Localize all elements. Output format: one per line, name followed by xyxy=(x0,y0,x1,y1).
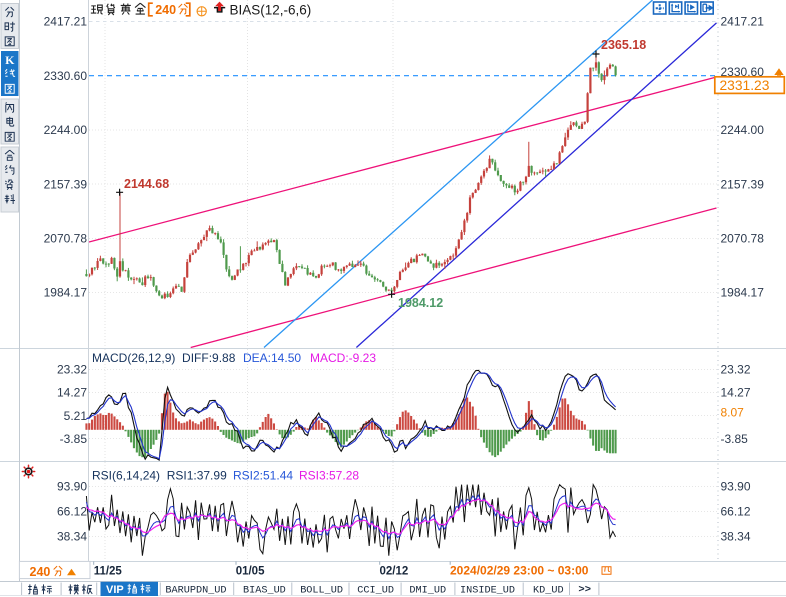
svg-text:-3.85: -3.85 xyxy=(60,432,88,446)
svg-text:K: K xyxy=(5,53,15,67)
svg-text:2157.39: 2157.39 xyxy=(721,177,765,191)
svg-text:DEA:14.50: DEA:14.50 xyxy=(243,351,301,365)
svg-text:>>: >> xyxy=(578,584,591,596)
svg-text:66.12: 66.12 xyxy=(721,505,751,519)
svg-text:RSI3:57.28: RSI3:57.28 xyxy=(299,469,359,483)
svg-text:BARUPDN_UD: BARUPDN_UD xyxy=(165,586,226,597)
svg-text:2331.23: 2331.23 xyxy=(720,78,770,93)
svg-text:2070.78: 2070.78 xyxy=(44,232,88,246)
svg-text:14.27: 14.27 xyxy=(721,386,751,400)
svg-text:2417.21: 2417.21 xyxy=(44,15,88,29)
svg-text:240: 240 xyxy=(155,3,176,17)
svg-text:RSI(6,14,24) RSI1:37.99: RSI(6,14,24) RSI1:37.99 xyxy=(92,469,227,483)
svg-text:240: 240 xyxy=(30,565,51,579)
svg-text:38.34: 38.34 xyxy=(57,530,87,544)
svg-text:DMI_UD: DMI_UD xyxy=(409,586,446,597)
svg-text:11/25: 11/25 xyxy=(94,566,123,578)
svg-text:BIAS(12,-6,6): BIAS(12,-6,6) xyxy=(230,3,312,18)
svg-text:5.21: 5.21 xyxy=(64,409,88,423)
svg-text:2244.00: 2244.00 xyxy=(721,123,765,137)
svg-text:2365.18: 2365.18 xyxy=(601,38,646,52)
svg-text:RSI2:51.44: RSI2:51.44 xyxy=(233,469,293,483)
svg-text:CCI_UD: CCI_UD xyxy=(357,586,394,597)
svg-text:INSIDE_UD: INSIDE_UD xyxy=(460,586,515,597)
svg-text:1984.17: 1984.17 xyxy=(44,286,88,300)
svg-text:2070.78: 2070.78 xyxy=(721,232,765,246)
svg-text:2330.60: 2330.60 xyxy=(721,65,765,79)
svg-text:BIAS_UD: BIAS_UD xyxy=(243,586,286,597)
svg-text:38.34: 38.34 xyxy=(721,530,751,544)
svg-text:2024/02/29 23:00 ~ 03:00: 2024/02/29 23:00 ~ 03:00 xyxy=(450,564,589,578)
svg-text:2157.39: 2157.39 xyxy=(44,177,88,191)
svg-text:02/12: 02/12 xyxy=(380,566,409,578)
svg-text:2417.21: 2417.21 xyxy=(721,15,765,29)
svg-text:66.12: 66.12 xyxy=(57,505,87,519)
svg-text:1984.17: 1984.17 xyxy=(721,286,765,300)
svg-text:2330.60: 2330.60 xyxy=(44,69,88,83)
svg-text:2144.68: 2144.68 xyxy=(124,177,169,191)
svg-text:23.32: 23.32 xyxy=(721,363,751,377)
svg-text:01/05: 01/05 xyxy=(236,566,265,578)
svg-text:23.32: 23.32 xyxy=(57,363,87,377)
svg-text:8.07: 8.07 xyxy=(721,406,745,420)
svg-text:14.27: 14.27 xyxy=(57,386,87,400)
svg-text:MACD(26,12,9) DIFF:9.88: MACD(26,12,9) DIFF:9.88 xyxy=(92,351,236,365)
svg-text:2244.00: 2244.00 xyxy=(44,123,88,137)
svg-text:93.90: 93.90 xyxy=(57,480,87,494)
svg-text:BOLL_UD: BOLL_UD xyxy=(300,586,343,597)
svg-text:KD_UD: KD_UD xyxy=(533,586,564,597)
svg-text:MACD:-9.23: MACD:-9.23 xyxy=(310,351,376,365)
svg-text:VIP: VIP xyxy=(106,584,124,596)
svg-text:-3.85: -3.85 xyxy=(721,432,749,446)
svg-text:1984.12: 1984.12 xyxy=(398,296,443,310)
svg-text:93.90: 93.90 xyxy=(721,480,751,494)
